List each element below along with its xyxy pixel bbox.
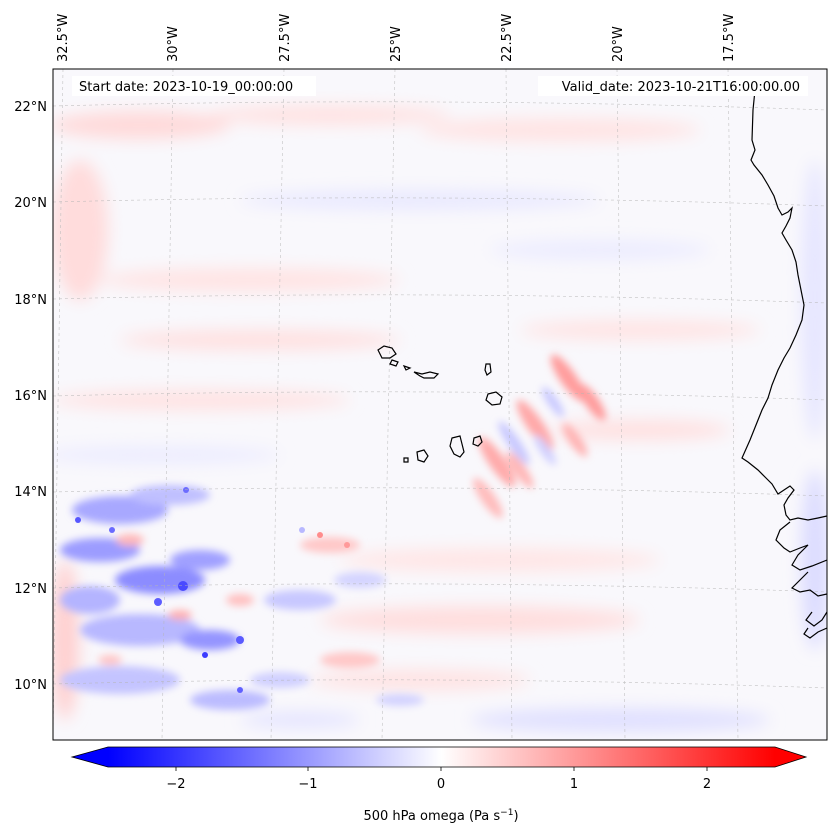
island-maio — [472, 435, 483, 447]
start-date-background — [72, 76, 316, 96]
coastlines — [377, 79, 827, 639]
lon-label-30: 30°W — [166, 26, 181, 62]
valid-date-label: Valid_date: 2023-10-21T16:00:00.00 — [562, 80, 800, 95]
colorbar-tick-label-1: −1 — [298, 777, 317, 792]
guinea-coast — [803, 627, 827, 639]
gridline-lat-20 — [53, 197, 827, 207]
gridline-lon-25 — [381, 69, 396, 740]
valid-date-box: Valid_date: 2023-10-21T16:00:00.00 — [538, 76, 808, 96]
gridline-lat-16 — [53, 391, 827, 401]
map-frame — [52, 68, 828, 741]
island-sal — [484, 363, 492, 376]
lat-label-18: 18°N — [14, 293, 47, 308]
colorbar-tick-0: −2 — [166, 767, 186, 792]
latitude-labels: 22°N 20°N 18°N 16°N 14°N 12°N 10°N — [14, 100, 47, 693]
gridline-lat-12 — [53, 583, 827, 593]
colorbar-extend-min — [72, 747, 108, 767]
colorbar-tick-label-4: 2 — [703, 777, 711, 792]
lon-label-17-5: 17.5°W — [722, 14, 737, 62]
colorbar-outline — [70, 746, 808, 768]
senegal-coast — [775, 521, 827, 571]
gridline-lat-14 — [53, 487, 827, 497]
lat-label-16: 16°N — [14, 389, 47, 404]
longitude-labels: 32.5°W 30°W 27.5°W 25°W 22.5°W 20°W 17.5… — [56, 14, 737, 62]
start-date-box: Start date: 2023-10-19_00:00:00 — [72, 76, 316, 96]
colorbar-tick-1: −1 — [298, 767, 318, 792]
valid-date-background — [538, 76, 808, 96]
island-santo-antao — [377, 345, 397, 359]
lon-label-32-5: 32.5°W — [56, 14, 71, 62]
gridline-lon-32-5 — [53, 69, 64, 740]
lat-label-22: 22°N — [14, 100, 47, 115]
island-sao-vicente — [389, 359, 399, 367]
colorbar-label: 500 hPa omega (Pa s−1) — [363, 808, 518, 824]
colorbar-tick-4: 2 — [703, 767, 711, 792]
island-sao-nicolau — [413, 371, 440, 379]
gridline-lat-22 — [53, 101, 827, 111]
colorbar-label-main: 500 hPa omega (Pa s — [363, 809, 500, 824]
colorbar-tick-label-2: 0 — [437, 777, 445, 792]
colorbar-tick-label-0: −2 — [166, 777, 185, 792]
gridline-lon-17-5 — [727, 69, 739, 740]
lat-label-12: 12°N — [14, 582, 47, 597]
map-panel: Start date: 2023-10-19_00:00:00 Valid_da… — [53, 69, 827, 740]
colorbar-label-close: ) — [513, 809, 518, 824]
colorbar-label-sup: −1 — [500, 808, 513, 818]
island-brava — [403, 457, 409, 463]
omega-waves — [473, 354, 606, 519]
lat-label-20: 20°N — [14, 196, 47, 211]
colorbar-tick-3: 1 — [570, 767, 578, 792]
lat-label-10: 10°N — [14, 678, 47, 693]
island-santiago — [449, 435, 465, 458]
omega-broad-anomalies — [53, 105, 827, 732]
lon-label-25: 25°W — [389, 26, 404, 62]
lon-label-20: 20°W — [611, 26, 626, 62]
island-santa-luzia — [402, 364, 412, 371]
africa-coastline — [741, 79, 827, 521]
colorbar-tick-label-3: 1 — [570, 777, 578, 792]
gridline-lon-20 — [616, 69, 626, 740]
gridline-lat-10 — [53, 679, 827, 689]
colorbar-extend-max — [775, 747, 806, 767]
colorbar-ticks: −2 −1 0 1 2 — [166, 767, 711, 792]
gridlines — [53, 69, 827, 740]
colorbar-tick-2: 0 — [437, 767, 445, 792]
omega-cores — [75, 487, 350, 693]
bijagos-coast — [805, 611, 827, 627]
gridline-lon-30 — [161, 69, 174, 740]
colorbar: −2 −1 0 1 2 500 hPa omega (Pa s−1) — [70, 746, 808, 824]
lon-label-22-5: 22.5°W — [500, 14, 515, 62]
island-boa-vista — [485, 391, 503, 406]
colorbar-gradient — [108, 747, 775, 767]
guinea-bissau-coast — [790, 571, 827, 597]
gridline-lon-27-5 — [270, 69, 285, 740]
island-fogo — [416, 449, 429, 463]
start-date-label: Start date: 2023-10-19_00:00:00 — [79, 80, 293, 95]
gridline-lon-22-5 — [505, 69, 513, 740]
lat-label-14: 14°N — [14, 485, 47, 500]
lon-label-27-5: 27.5°W — [278, 14, 293, 62]
gridline-lat-18 — [53, 294, 827, 304]
